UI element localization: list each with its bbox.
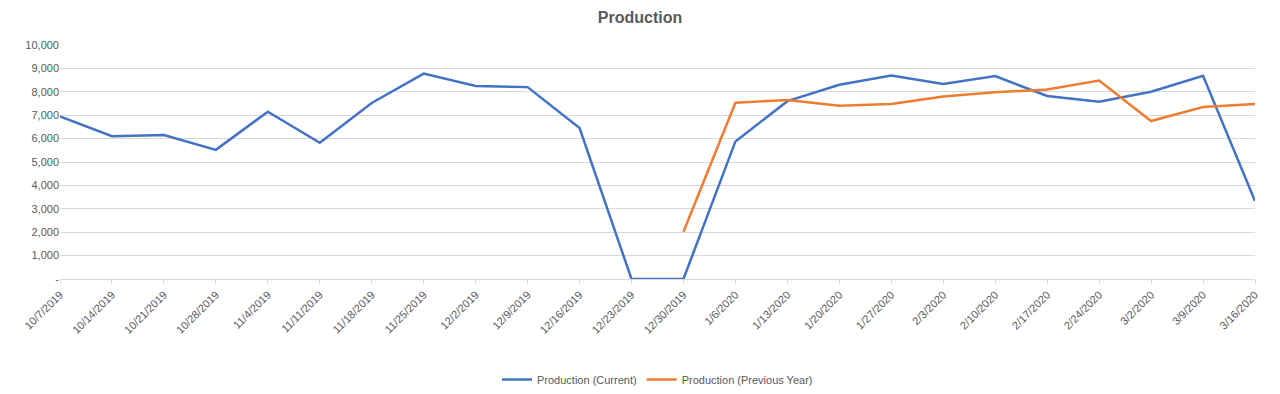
svg-text:10/21/2019: 10/21/2019 xyxy=(122,289,169,336)
svg-text:9,000: 9,000 xyxy=(31,62,59,74)
svg-text:12/2/2019: 12/2/2019 xyxy=(438,289,481,332)
svg-text:3/9/2020: 3/9/2020 xyxy=(1170,289,1209,328)
svg-text:1/20/2020: 1/20/2020 xyxy=(802,289,845,332)
svg-text:1/13/2020: 1/13/2020 xyxy=(750,289,793,332)
svg-text:10/28/2019: 10/28/2019 xyxy=(174,289,221,336)
svg-text:11/18/2019: 11/18/2019 xyxy=(330,289,377,336)
svg-text:1/6/2020: 1/6/2020 xyxy=(702,289,741,328)
svg-text:6,000: 6,000 xyxy=(31,132,59,144)
svg-text:2/17/2020: 2/17/2020 xyxy=(1009,289,1052,332)
svg-text:1,000: 1,000 xyxy=(31,249,59,261)
svg-text:12/16/2019: 12/16/2019 xyxy=(537,289,584,336)
svg-text:11/4/2019: 11/4/2019 xyxy=(231,289,274,332)
svg-text:5,000: 5,000 xyxy=(31,156,59,168)
svg-text:2,000: 2,000 xyxy=(31,226,59,238)
svg-text:-: - xyxy=(55,273,59,285)
svg-text:10/7/2019: 10/7/2019 xyxy=(22,289,65,332)
svg-text:7,000: 7,000 xyxy=(31,109,59,121)
svg-text:12/23/2019: 12/23/2019 xyxy=(589,289,636,336)
svg-text:12/30/2019: 12/30/2019 xyxy=(641,289,688,336)
svg-text:2/3/2020: 2/3/2020 xyxy=(910,289,949,328)
svg-text:3,000: 3,000 xyxy=(31,203,59,215)
svg-text:10,000: 10,000 xyxy=(25,39,59,51)
svg-text:11/11/2019: 11/11/2019 xyxy=(279,289,325,335)
svg-text:8,000: 8,000 xyxy=(31,86,59,98)
svg-text:2/10/2020: 2/10/2020 xyxy=(957,289,1000,332)
svg-text:1/27/2020: 1/27/2020 xyxy=(854,289,897,332)
svg-text:10/14/2019: 10/14/2019 xyxy=(70,289,117,336)
svg-text:12/9/2019: 12/9/2019 xyxy=(490,289,533,332)
svg-text:4,000: 4,000 xyxy=(31,179,59,191)
svg-text:Production: Production xyxy=(598,9,682,26)
svg-text:3/16/2020: 3/16/2020 xyxy=(1217,289,1260,332)
svg-text:Production (Current): Production (Current) xyxy=(537,374,637,386)
svg-text:3/2/2020: 3/2/2020 xyxy=(1118,289,1157,328)
svg-text:Production (Previous Year): Production (Previous Year) xyxy=(682,374,813,386)
svg-text:2/24/2020: 2/24/2020 xyxy=(1061,289,1104,332)
svg-text:11/25/2019: 11/25/2019 xyxy=(382,289,429,336)
